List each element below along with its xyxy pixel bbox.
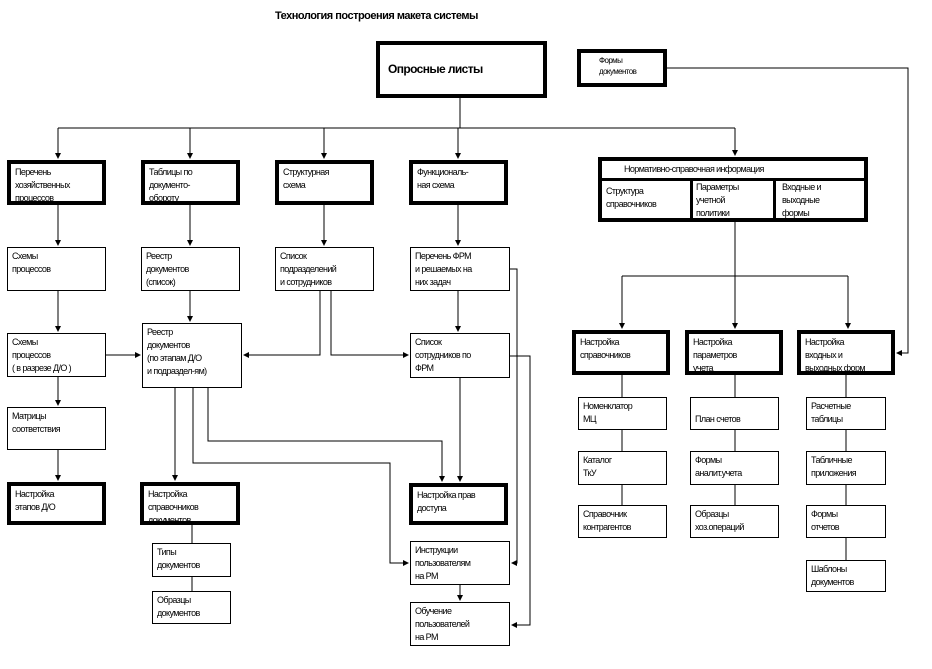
- box-process-schemes: Схемы процессов: [7, 247, 106, 291]
- box-matrices: Матрицы соответствия: [7, 407, 106, 450]
- box-counterparties: Справочник контрагентов: [578, 505, 667, 538]
- box-user-training: Обучение пользователей на РМ: [410, 602, 510, 646]
- box-nomenclator: Номенклатор МЦ: [578, 397, 667, 430]
- box-setup-forms: Настройка входных и выходных форм: [797, 330, 895, 375]
- box-catalog: Каталог ТкУ: [578, 451, 667, 485]
- box-doc-templates: Шаблоны документов: [806, 560, 886, 592]
- box-doc-registry-stages: Реестр документов (по этапам Д/О и подра…: [142, 323, 242, 388]
- box-analytic-forms: Формы аналит.учета: [690, 451, 779, 485]
- box-setup-stages: Настройка этапов Д/О: [7, 482, 106, 525]
- box-calc-tables: Расчетные таблицы: [806, 397, 886, 430]
- nsi-cell-params: Параметры учетной политики: [696, 182, 739, 218]
- nsi-header: Нормативно-справочная информация: [624, 164, 764, 174]
- nsi-cell-structure: Структура справочников: [606, 186, 657, 209]
- box-business-processes-list: Перечень хозяйственных процессов: [7, 160, 106, 205]
- box-chart-of-accounts: План счетов: [690, 397, 779, 430]
- box-survey-sheets: Опросные листы: [376, 41, 547, 98]
- box-doc-samples: Образцы документов: [152, 591, 231, 624]
- box-nsi: Нормативно-справочная информация Структу…: [598, 157, 868, 222]
- diagram-title: Технология построения макета системы: [275, 10, 478, 22]
- box-departments-staff: Список подразделений и сотрудников: [275, 247, 374, 291]
- box-frm-list: Перечень ФРМ и решаемых на них задач: [410, 247, 510, 291]
- box-table-attachments: Табличные приложения: [806, 451, 886, 485]
- nsi-cell-forms: Входные и выходные формы: [782, 182, 822, 218]
- box-user-instructions: Инструкции пользователям на РМ: [410, 541, 510, 585]
- box-document-forms: Формы документов: [577, 49, 667, 87]
- box-operation-samples: Образцы хоз.операций: [690, 505, 779, 538]
- box-functional-scheme: Функциональ- ная схема: [409, 160, 508, 205]
- box-setup-access: Настройка прав доступа: [409, 483, 508, 525]
- box-process-schemes-do: Схемы процессов ( в разрезе Д/О ): [7, 333, 106, 377]
- box-report-forms: Формы отчетов: [806, 505, 886, 538]
- box-doc-types: Типы документов: [152, 543, 231, 577]
- box-setup-doc-refs: Настройка справочников документов: [140, 482, 240, 525]
- box-setup-params: Настройка параметров учета: [685, 330, 783, 375]
- box-structural-scheme: Структурная схема: [275, 160, 374, 205]
- box-setup-refs: Настройка справочников: [572, 330, 670, 375]
- box-doc-registry-list: Реестр документов (список): [141, 247, 240, 291]
- box-document-flow-tables: Таблицы по документо- обороту: [141, 160, 240, 205]
- box-staff-frm: Список сотрудников по ФРМ: [410, 333, 510, 378]
